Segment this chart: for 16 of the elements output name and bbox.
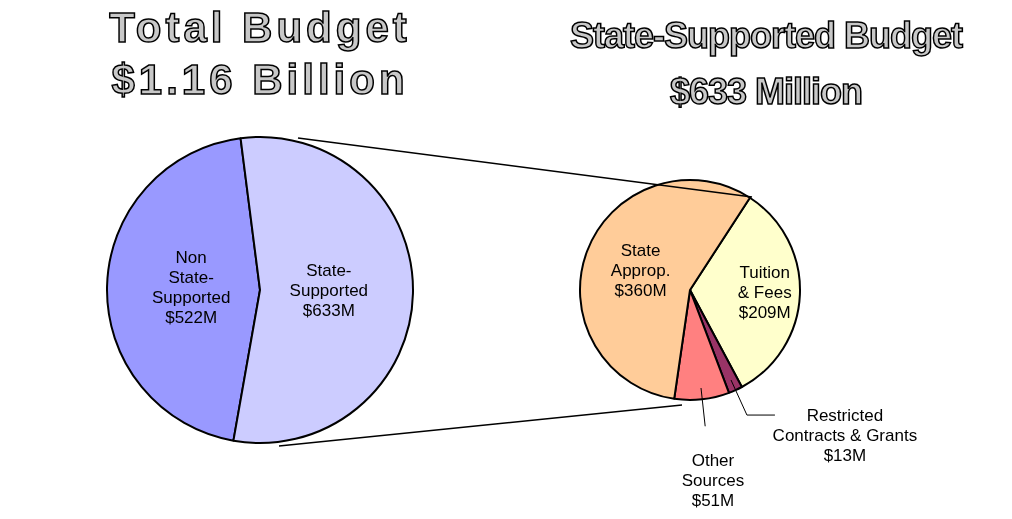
slice-label: Non State- Supported: [151, 248, 231, 308]
slice-label: Restricted Contracts & Grants: [772, 405, 918, 445]
data-label: $522M: [165, 308, 218, 328]
chart-title: Total Budget: [108, 3, 412, 53]
slice-label: State- Supported: [289, 261, 369, 301]
data-label: $209M: [738, 302, 791, 322]
data-label: $360M: [614, 281, 667, 301]
data-label: $51M: [691, 491, 735, 511]
data-label: $13M: [823, 445, 867, 465]
chart-title: State-Supported Budget: [569, 14, 964, 58]
chart-subtitle: $1.16 Billion: [110, 55, 410, 105]
slice-label: Other Sources: [681, 451, 745, 491]
slice-label: State Approp.: [610, 241, 671, 281]
chart-subtitle: $633 Million: [668, 70, 864, 114]
slice-label: Tuition & Fees: [737, 262, 792, 302]
data-label: $633M: [302, 301, 355, 321]
